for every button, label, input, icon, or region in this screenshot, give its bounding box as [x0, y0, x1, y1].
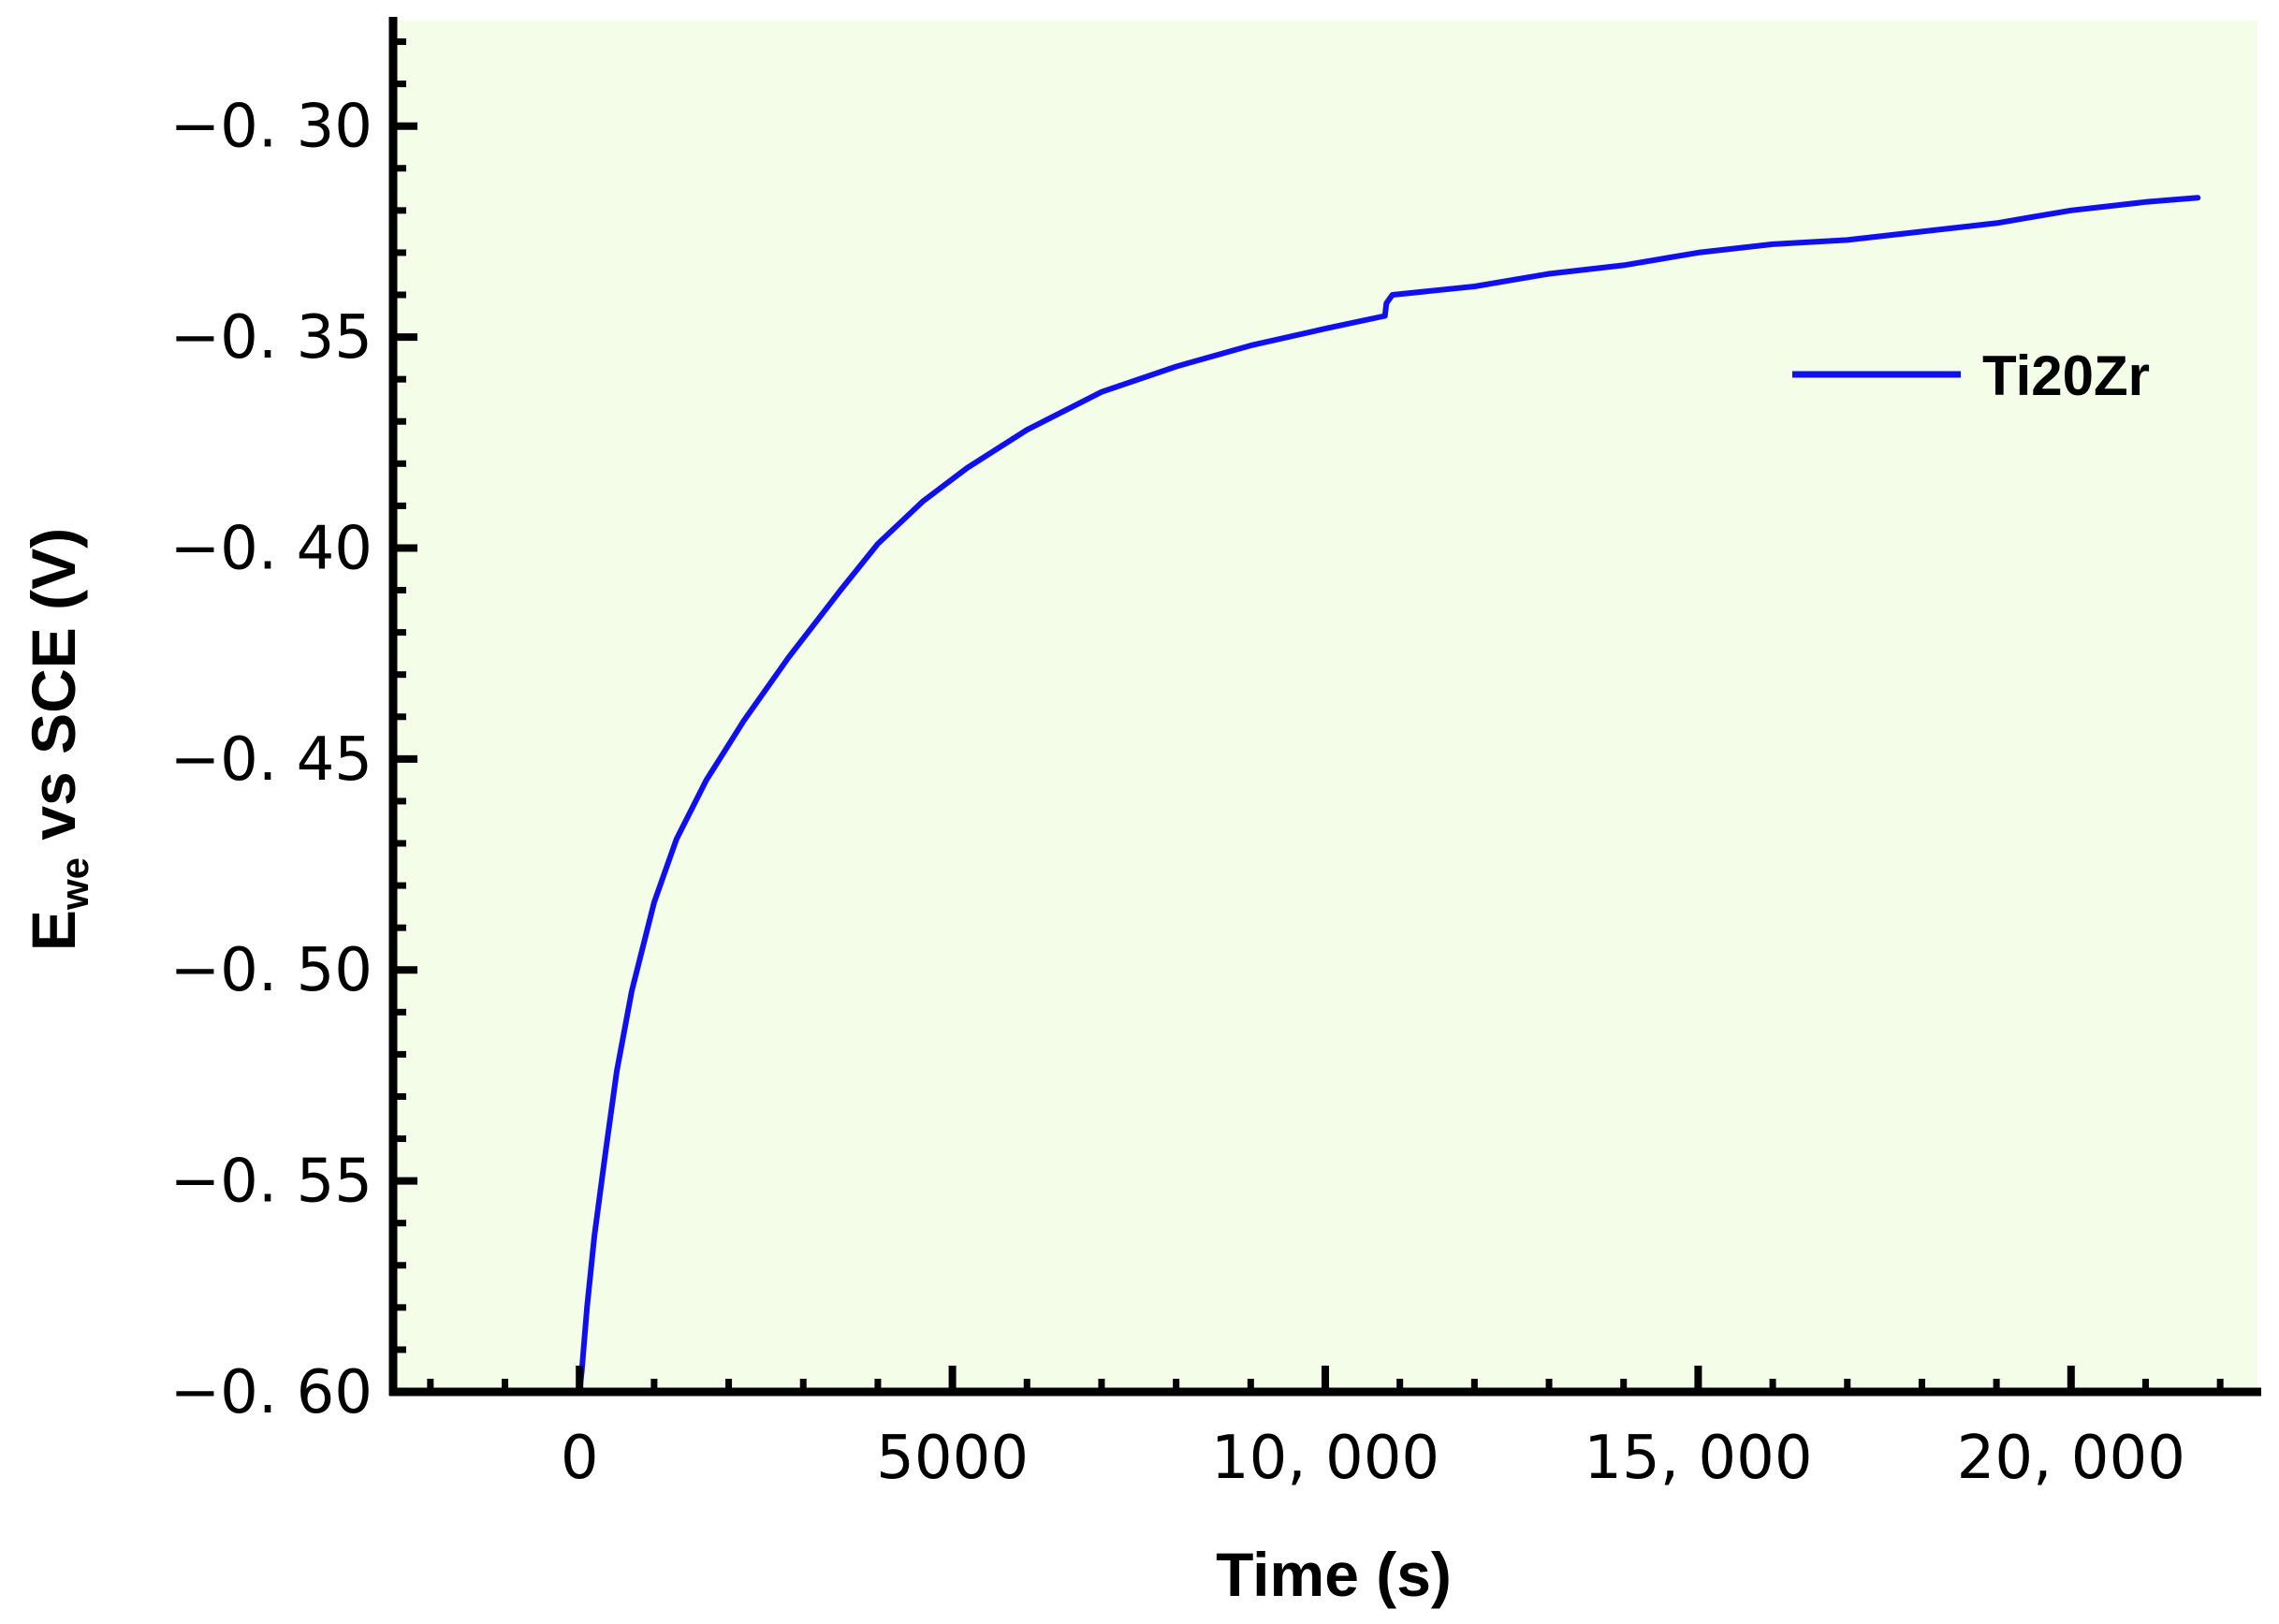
y-tick-label: −0. 55	[170, 1148, 373, 1217]
y-tick-label: −0. 50	[170, 936, 373, 1005]
x-axis-title: Time (s)	[1216, 1540, 1452, 1609]
y-tick-label: −0. 40	[170, 514, 373, 583]
x-tick-label: 10, 000	[1211, 1424, 1439, 1493]
x-tick-label: 5000	[876, 1424, 1029, 1493]
series-layer	[577, 195, 2201, 1395]
series-line-ti20zr	[577, 195, 2201, 1395]
x-tick-label: 15, 000	[1584, 1424, 1812, 1493]
y-tick-label: −0. 30	[170, 93, 373, 162]
y-tick-label: −0. 35	[170, 303, 373, 373]
legend-label-ti20zr: Ti20Zr	[1982, 344, 2150, 407]
y-tick-label: −0. 60	[170, 1358, 373, 1427]
x-tick-label: 20, 000	[1957, 1424, 2185, 1493]
plot-background	[393, 21, 2257, 1392]
y-axis-title: Ewe vs SCE (V)	[19, 528, 96, 951]
axes: −0. 60 −0. 55 −0. 50 −0. 45 −0. 40 −0. 35 −0. …	[170, 17, 2261, 1493]
y-tick-label: −0. 45	[170, 725, 373, 795]
x-tick-label: 0	[561, 1424, 599, 1493]
legend: Ti20Zr	[1792, 344, 2150, 407]
